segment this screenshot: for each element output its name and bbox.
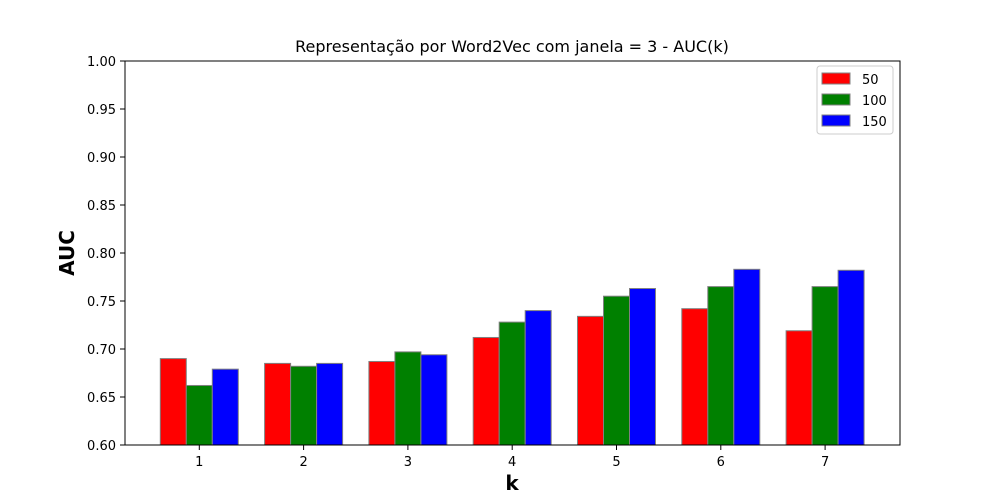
y-tick-label: 0.65 — [87, 391, 116, 406]
bar-150-k3 — [420, 354, 448, 446]
bar-50-k2 — [264, 362, 292, 446]
legend-swatch-100 — [821, 93, 851, 106]
legend: 50 100 150 — [816, 65, 894, 135]
bar-150-k1 — [211, 368, 239, 446]
bar-50-k1 — [159, 358, 187, 446]
bar-50-k7 — [785, 330, 813, 446]
x-tick-label: 1 — [195, 455, 203, 470]
y-axis: 0.60 0.65 0.70 0.75 0.80 0.85 0.90 0.95 1.00 — [87, 55, 125, 454]
x-tick-label: 2 — [299, 455, 307, 470]
chart-title: Representação por Word2Vec com janela = … — [295, 37, 729, 56]
x-axis-label: k — [505, 471, 519, 495]
legend-label-150: 150 — [862, 115, 887, 130]
legend-swatch-150 — [821, 114, 851, 127]
bar-100-k2 — [290, 365, 318, 446]
y-tick-label: 0.70 — [87, 343, 116, 358]
bar-150-k2 — [316, 362, 344, 446]
bar-150-k7 — [837, 269, 865, 446]
bar-100-k3 — [394, 351, 422, 446]
bars-group — [159, 268, 865, 446]
y-tick-label: 0.95 — [87, 103, 116, 118]
bar-100-k5 — [603, 295, 630, 446]
legend-label-100: 100 — [862, 94, 887, 109]
y-tick-label: 1.00 — [87, 55, 116, 70]
y-tick-label: 0.85 — [87, 199, 116, 214]
x-tick-label: 5 — [612, 455, 620, 470]
x-axis: 1 2 3 4 5 6 7 — [195, 445, 829, 470]
bar-50-k5 — [577, 315, 604, 446]
x-tick-label: 7 — [821, 455, 829, 470]
bar-50-k6 — [681, 308, 709, 446]
bar-100-k4 — [498, 321, 526, 446]
bar-150-k5 — [629, 288, 656, 446]
bar-50-k4 — [472, 336, 500, 446]
legend-swatch-50 — [821, 72, 851, 85]
bar-100-k7 — [811, 286, 839, 446]
bar-150-k6 — [733, 268, 761, 446]
bar-100-k6 — [707, 286, 735, 446]
legend-label-50: 50 — [862, 73, 879, 88]
y-axis-label: AUC — [55, 230, 79, 276]
y-tick-label: 0.90 — [87, 151, 116, 166]
x-tick-label: 3 — [404, 455, 412, 470]
bar-150-k4 — [524, 310, 552, 446]
y-tick-label: 0.60 — [87, 439, 116, 454]
x-tick-label: 6 — [717, 455, 725, 470]
y-tick-label: 0.75 — [87, 295, 116, 310]
bar-100-k1 — [185, 384, 213, 446]
bar-50-k3 — [368, 360, 396, 446]
x-tick-label: 4 — [508, 455, 516, 470]
y-tick-label: 0.80 — [87, 247, 116, 262]
